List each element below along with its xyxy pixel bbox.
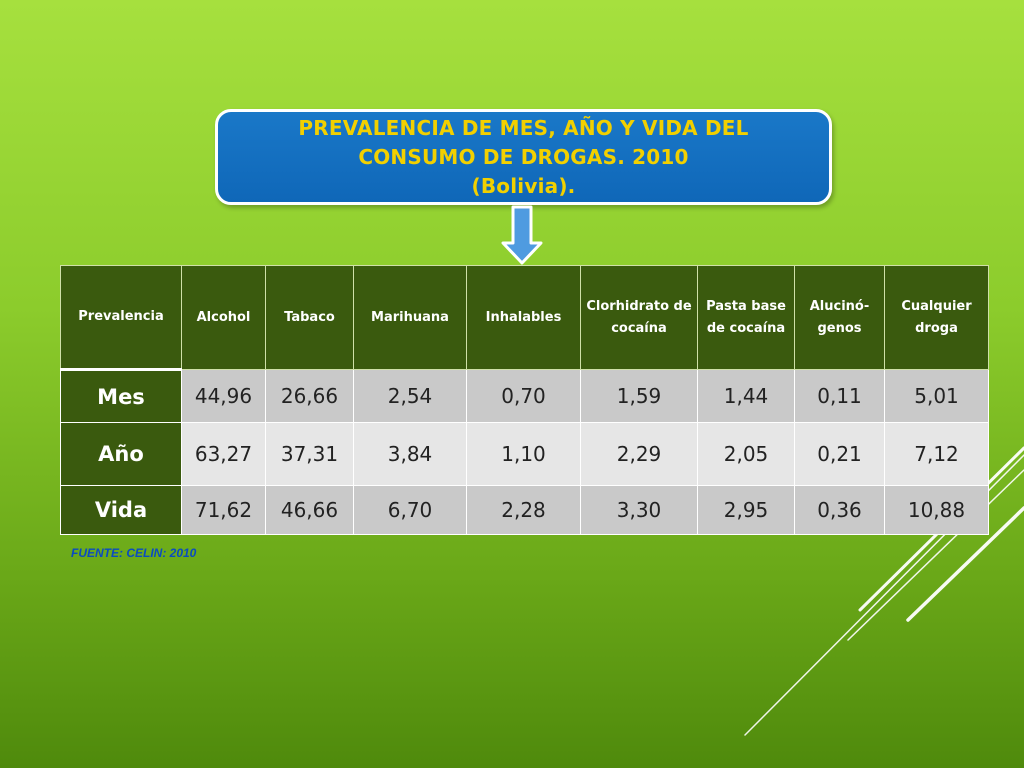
table-row: Mes 44,96 26,66 2,54 0,70 1,59 1,44 0,11… [60,368,989,423]
table-cell: 63,27 [181,422,266,486]
title-line-1: PREVALENCIA DE MES, AÑO Y VIDA DEL [298,115,749,140]
header-clorhidrato: Clorhidrato de cocaína [580,265,698,370]
down-arrow-icon [501,205,543,265]
table-cell: 3,30 [580,485,698,535]
table-cell: 5,01 [884,369,989,423]
table-cell: 0,11 [794,369,885,423]
table-cell: 6,70 [353,485,467,535]
title-line-2: CONSUMO DE DROGAS. 2010 [358,144,689,169]
table-cell: 3,84 [353,422,467,486]
row-label-vida: Vida [60,485,182,535]
table-cell: 0,21 [794,422,885,486]
table-cell: 37,31 [265,422,354,486]
table-cell: 1,10 [466,422,581,486]
table-row: Año 63,27 37,31 3,84 1,10 2,29 2,05 0,21… [60,422,989,486]
header-alcohol: Alcohol [181,265,266,370]
row-label-ano: Año [60,422,182,486]
header-alucinogenos: Alucinó-genos [794,265,885,370]
table-cell: 7,12 [884,422,989,486]
header-cualquier-droga: Cualquier droga [884,265,989,370]
table-cell: 2,29 [580,422,698,486]
header-marihuana: Marihuana [353,265,467,370]
table-cell: 44,96 [181,369,266,423]
source-note: FUENTE: CELIN: 2010 [71,546,197,560]
table-row: Vida 71,62 46,66 6,70 2,28 3,30 2,95 0,3… [60,485,989,535]
table-cell: 2,28 [466,485,581,535]
table-cell: 1,44 [697,369,795,423]
prevalence-table: Prevalencia Alcohol Tabaco Marihuana Inh… [60,265,989,535]
table-cell: 0,70 [466,369,581,423]
table-cell: 71,62 [181,485,266,535]
title-box: PREVALENCIA DE MES, AÑO Y VIDA DEL CONSU… [215,109,832,205]
header-prevalencia: Prevalencia [60,265,182,370]
table-cell: 46,66 [265,485,354,535]
table-header-row: Prevalencia Alcohol Tabaco Marihuana Inh… [60,265,989,370]
header-inhalables: Inhalables [466,265,581,370]
row-label-mes: Mes [60,368,182,423]
title-line-3: (Bolivia). [471,173,576,198]
table-cell: 2,95 [697,485,795,535]
table-cell: 0,36 [794,485,885,535]
table-cell: 1,59 [580,369,698,423]
table-cell: 26,66 [265,369,354,423]
header-tabaco: Tabaco [265,265,354,370]
table-cell: 2,05 [697,422,795,486]
table-cell: 10,88 [884,485,989,535]
header-pasta-base: Pasta base de cocaína [697,265,795,370]
table-cell: 2,54 [353,369,467,423]
